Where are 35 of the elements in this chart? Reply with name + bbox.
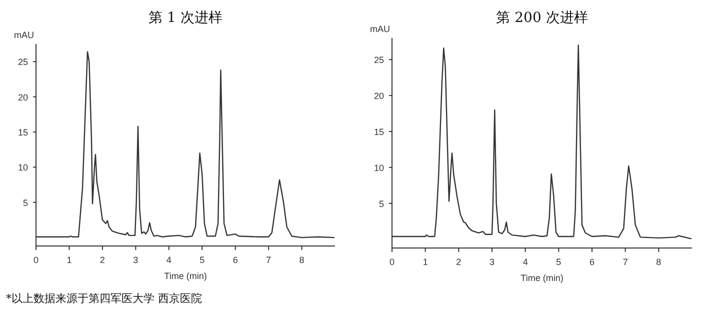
y-tick-label: 20 <box>18 92 28 102</box>
x-tick-label: 8 <box>656 257 662 267</box>
x-tick-label: 0 <box>389 257 395 267</box>
y-tick-label: 10 <box>18 162 28 173</box>
chart-title: 第 200 次进样 <box>496 10 588 26</box>
y-tick-label: 15 <box>18 127 28 138</box>
x-tick-label: 6 <box>589 257 595 267</box>
x-tick-label: 4 <box>166 255 172 265</box>
y-axis-title: mAU <box>14 30 34 40</box>
x-tick-label: 3 <box>133 255 138 265</box>
x-tick-label: 7 <box>622 257 628 267</box>
x-tick-label: 8 <box>299 255 304 265</box>
x-tick-label: 5 <box>200 255 205 265</box>
x-tick-label: 7 <box>266 255 272 265</box>
text: *以上数据来源于第四军医大学 西京医院 <box>6 292 202 305</box>
x-tick-label: 2 <box>456 257 462 267</box>
y-tick-label: 20 <box>374 91 384 102</box>
x-axis-title: Time (min) <box>164 271 207 281</box>
x-tick-label: 1 <box>66 255 72 265</box>
x-tick-label: 3 <box>489 257 495 267</box>
x-tick-label: 6 <box>232 255 238 265</box>
x-tick-label: 5 <box>556 257 562 267</box>
y-tick-label: 5 <box>22 198 28 208</box>
y-tick-label: 25 <box>374 55 384 66</box>
x-tick-label: 2 <box>100 255 105 265</box>
y-axis-title: mAU <box>370 24 390 34</box>
chart-title: 第 1 次进样 <box>148 10 222 26</box>
y-tick-label: 15 <box>374 126 384 137</box>
y-tick-label: 25 <box>18 57 28 68</box>
x-tick-label: 0 <box>33 255 39 265</box>
x-axis-title: Time (min) <box>520 273 564 283</box>
x-tick-label: 4 <box>522 257 528 267</box>
x-tick-label: 1 <box>422 257 428 267</box>
y-tick-label: 10 <box>374 162 384 173</box>
y-tick-label: 5 <box>378 198 384 209</box>
